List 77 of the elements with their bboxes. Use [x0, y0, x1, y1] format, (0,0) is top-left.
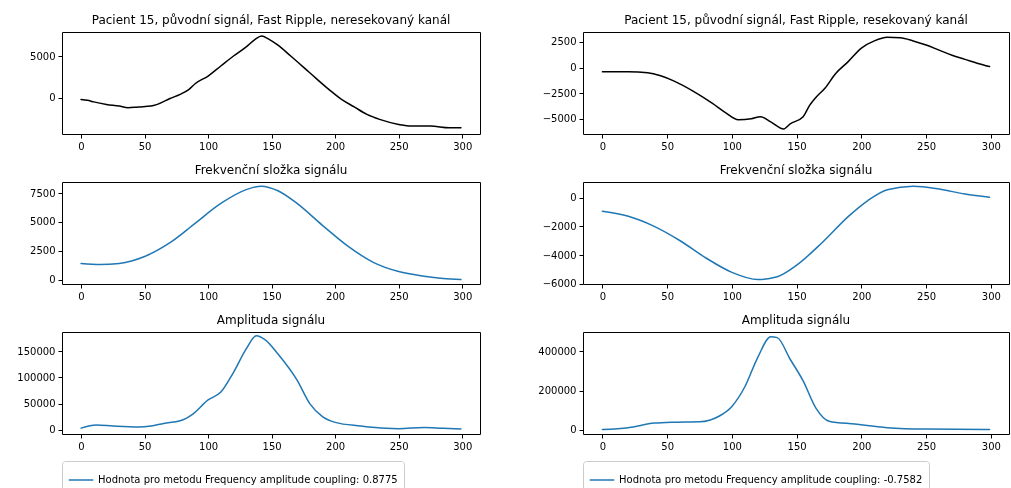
x-tick-label: 150 [787, 140, 807, 152]
x-tick-label: 200 [852, 440, 872, 452]
y-tick-label: 5000 [30, 216, 56, 228]
x-tick-label: 250 [389, 440, 409, 452]
x-tick-label: 100 [199, 140, 219, 152]
x-tick-label: 250 [389, 140, 409, 152]
line-series [601, 36, 991, 130]
x-tick-label: 300 [981, 140, 1001, 152]
x-tick-label: 50 [661, 290, 675, 302]
x-tick-label: 150 [262, 290, 282, 302]
line-series [80, 35, 462, 129]
x-tick-label: 100 [199, 440, 219, 452]
y-tick-label: 0 [570, 192, 577, 204]
x-tick-label: 50 [138, 290, 152, 302]
chart-title: Pacient 15, původní signál, Fast Ripple, resekovaný kanál [624, 13, 968, 27]
x-tick-label: 100 [722, 290, 742, 302]
chart-title: Amplituda signálu [216, 313, 326, 327]
legend-label: Hodnota pro metodu Frequency amplitude coupling: -0.7582 [619, 474, 923, 485]
y-tick-label: 5000 [30, 50, 56, 62]
y-tick-label: −5000 [542, 113, 577, 125]
x-tick-label: 50 [138, 140, 152, 152]
x-tick-label: 150 [787, 290, 807, 302]
x-tick-label: 100 [722, 140, 742, 152]
x-tick-label: 150 [787, 440, 807, 452]
chart-title: Pacient 15, původní signál, Fast Ripple, neresekovaný kanál [91, 13, 451, 27]
line-series [601, 335, 991, 431]
x-tick-label: 0 [78, 140, 85, 152]
y-tick-label: −6000 [542, 278, 577, 290]
x-tick-label: 250 [917, 440, 937, 452]
chart-title: Frekvenční složka signálu [719, 163, 873, 177]
x-tick-label: 50 [661, 140, 675, 152]
chart-title: Amplituda signálu [741, 313, 851, 327]
y-tick-label: 2500 [30, 245, 56, 257]
line-series [601, 185, 991, 281]
x-tick-label: 200 [326, 290, 346, 302]
x-tick-label: 250 [917, 140, 937, 152]
y-tick-label: 50000 [23, 398, 56, 410]
x-tick-label: 100 [199, 290, 219, 302]
x-tick-label: 150 [262, 440, 282, 452]
x-tick-label: 300 [453, 290, 473, 302]
chart-title: Frekvenční složka signálu [194, 163, 348, 177]
y-tick-label: −2500 [542, 87, 577, 99]
y-tick-label: 0 [49, 274, 56, 286]
y-tick-label: 400000 [538, 345, 577, 357]
line-series [80, 185, 462, 281]
x-tick-label: 0 [78, 290, 85, 302]
x-tick-label: 200 [326, 140, 346, 152]
legend-label: Hodnota pro metodu Frequency amplitude coupling: 0.8775 [98, 474, 398, 485]
x-tick-label: 200 [852, 290, 872, 302]
y-tick-label: 0 [570, 62, 577, 74]
line-series [80, 335, 462, 430]
x-tick-label: 300 [453, 140, 473, 152]
y-tick-label: −2000 [542, 220, 577, 232]
x-tick-label: 100 [722, 440, 742, 452]
y-tick-label: 0 [570, 424, 577, 436]
x-tick-label: 0 [78, 440, 85, 452]
y-tick-label: 7500 [30, 187, 56, 199]
y-tick-label: −4000 [542, 249, 577, 261]
x-tick-label: 0 [599, 140, 607, 152]
x-tick-label: 200 [326, 440, 346, 452]
x-tick-label: 50 [661, 440, 675, 452]
y-tick-label: 2500 [551, 36, 577, 48]
x-tick-label: 50 [138, 440, 152, 452]
y-tick-label: 0 [49, 92, 56, 104]
x-tick-label: 300 [981, 440, 1001, 452]
x-tick-label: 250 [917, 290, 937, 302]
x-tick-label: 200 [852, 140, 872, 152]
y-tick-label: 200000 [538, 385, 577, 397]
x-tick-label: 150 [262, 140, 282, 152]
x-tick-label: 250 [389, 290, 409, 302]
x-tick-label: 300 [981, 290, 1001, 302]
y-tick-label: 100000 [17, 372, 56, 383]
y-tick-label: 0 [49, 424, 56, 436]
y-tick-label: 150000 [17, 345, 56, 357]
x-tick-label: 300 [453, 440, 473, 452]
x-tick-label: 0 [599, 440, 607, 452]
x-tick-label: 0 [599, 290, 607, 302]
